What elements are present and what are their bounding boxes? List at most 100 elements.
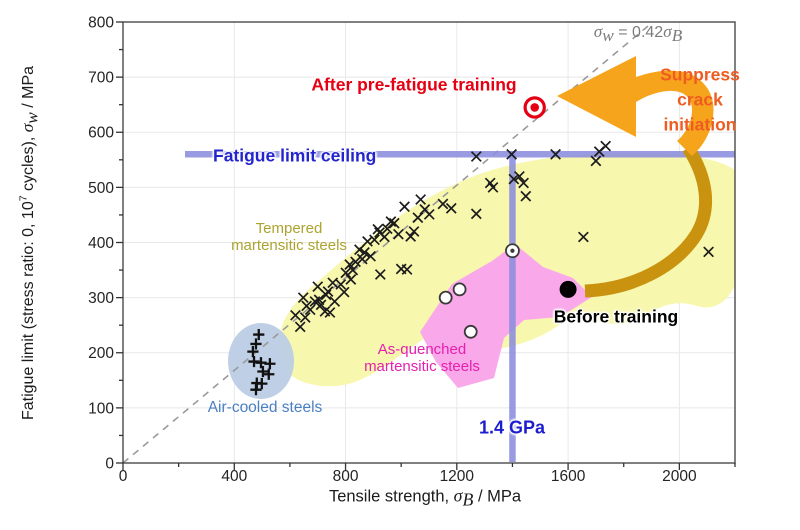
tempered-martensitic-steels (359, 247, 370, 258)
x-marker (600, 140, 612, 152)
tempered-martensitic-steels (344, 259, 356, 270)
tempered-martensitic-steels (379, 231, 390, 243)
y-tick-label: 500 (88, 180, 114, 197)
tempered-martensitic-steels (312, 281, 324, 293)
x-marker (550, 148, 561, 160)
y-tick-label: 800 (88, 14, 114, 31)
tempered-martensitic-steels (508, 173, 520, 185)
plus-marker (256, 378, 268, 390)
as-quenched-on-line (505, 243, 520, 259)
tempered-martensitic-steels (399, 201, 410, 213)
plus-marker (250, 384, 262, 396)
tempered-martensitic-steels (600, 140, 612, 152)
air-cooled-steels (247, 346, 259, 358)
before-training-point (559, 280, 577, 298)
x-marker (520, 190, 532, 202)
tempered-martensitic-steels (392, 228, 404, 240)
x-marker (408, 226, 420, 237)
tempered-martensitic-steels (369, 234, 380, 246)
x-marker (290, 309, 301, 321)
tempered-martensitic-steels (550, 148, 561, 160)
tempered-martensitic-steels (470, 208, 482, 220)
x-marker (340, 267, 352, 279)
air-cooled-steels (263, 368, 275, 380)
plus-marker (263, 368, 275, 380)
ring-marker (463, 324, 478, 339)
x-marker (423, 208, 435, 220)
y-tick-label: 300 (88, 290, 114, 307)
x-marker (335, 278, 347, 290)
tempered-martensitic-steels (514, 170, 525, 182)
x-marker (506, 148, 518, 160)
tempered-martensitic-steels (365, 250, 376, 262)
data-points (247, 96, 714, 396)
air-cooled-steels (250, 384, 262, 396)
tempered-martensitic-steels (338, 286, 350, 298)
tempered-martensitic-steels (290, 309, 301, 321)
tempered-martensitic-steels (381, 223, 393, 235)
x-marker (399, 201, 410, 213)
x-marker (385, 216, 397, 227)
x-marker (327, 277, 339, 289)
x-marker (379, 231, 390, 243)
tempered-martensitic-steels (506, 148, 518, 160)
x-marker (518, 177, 529, 189)
tempered-martensitic-steels (385, 216, 397, 227)
as-quenched-region (420, 244, 592, 388)
tempered-martensitic-steels (329, 296, 341, 307)
x-marker (369, 234, 380, 246)
tempered-martensitic-steels (401, 264, 413, 275)
tempered-martensitic-steels (327, 277, 339, 289)
y-tick-label: 200 (88, 345, 114, 362)
tempered-martensitic-steels (299, 312, 311, 323)
tempered-martensitic-steels (577, 231, 589, 243)
x-marker (405, 231, 417, 242)
plus-marker (253, 328, 265, 341)
plus-marker (247, 346, 259, 358)
tempered-martensitic-steels (470, 151, 482, 162)
x-tick-label: 1200 (440, 468, 475, 485)
tempered-martensitic-steels (347, 264, 359, 276)
axis-tick-labels: 0 400 800 1200 1600 2000 0 100 200 300 400 500 600 70… (88, 14, 697, 485)
tempered-martensitic-steels (415, 194, 427, 205)
suppress-arrow (557, 56, 714, 156)
tempered-martensitic-steels (388, 217, 400, 229)
tempered-martensitic-steels (520, 190, 532, 202)
x-marker (381, 223, 393, 235)
x-tick-label: 800 (333, 468, 359, 485)
air-cooled-steels (264, 358, 276, 370)
tempered-martensitic-steels (408, 226, 420, 237)
x-marker (324, 307, 336, 318)
after-pre-fatigue-training (523, 96, 546, 119)
tempered-martensitic-steels (356, 253, 368, 265)
x-marker (577, 231, 589, 243)
tempered-martensitic-steels (703, 246, 714, 258)
x-marker (703, 246, 714, 258)
tempered-martensitic-steels (405, 231, 417, 242)
x-marker (412, 212, 424, 224)
x-marker (487, 181, 499, 193)
x-marker (344, 259, 356, 270)
x-marker (354, 244, 365, 256)
x-marker (415, 194, 427, 205)
tempered-martensitic-steels (445, 202, 457, 214)
ring-center-dot (510, 248, 515, 253)
tempered-martensitic-steels (374, 269, 386, 280)
air-cooled-steels (250, 338, 262, 350)
air-cooled-steels (257, 365, 269, 378)
reference-dashed-line (122, 24, 651, 464)
x-marker (508, 173, 520, 185)
plus-marker (264, 358, 276, 370)
x-marker (445, 202, 457, 214)
after-training-point-inner (530, 103, 540, 112)
as-quenched-martensitic-steels (438, 290, 453, 305)
x-tick-label: 400 (221, 468, 247, 485)
air-cooled-steels (256, 378, 268, 390)
air-cooled-steels (253, 328, 265, 341)
x-marker (297, 292, 309, 304)
as-quenched-martensitic-steels (463, 324, 478, 339)
x-marker (329, 296, 341, 307)
x-marker (437, 198, 449, 210)
